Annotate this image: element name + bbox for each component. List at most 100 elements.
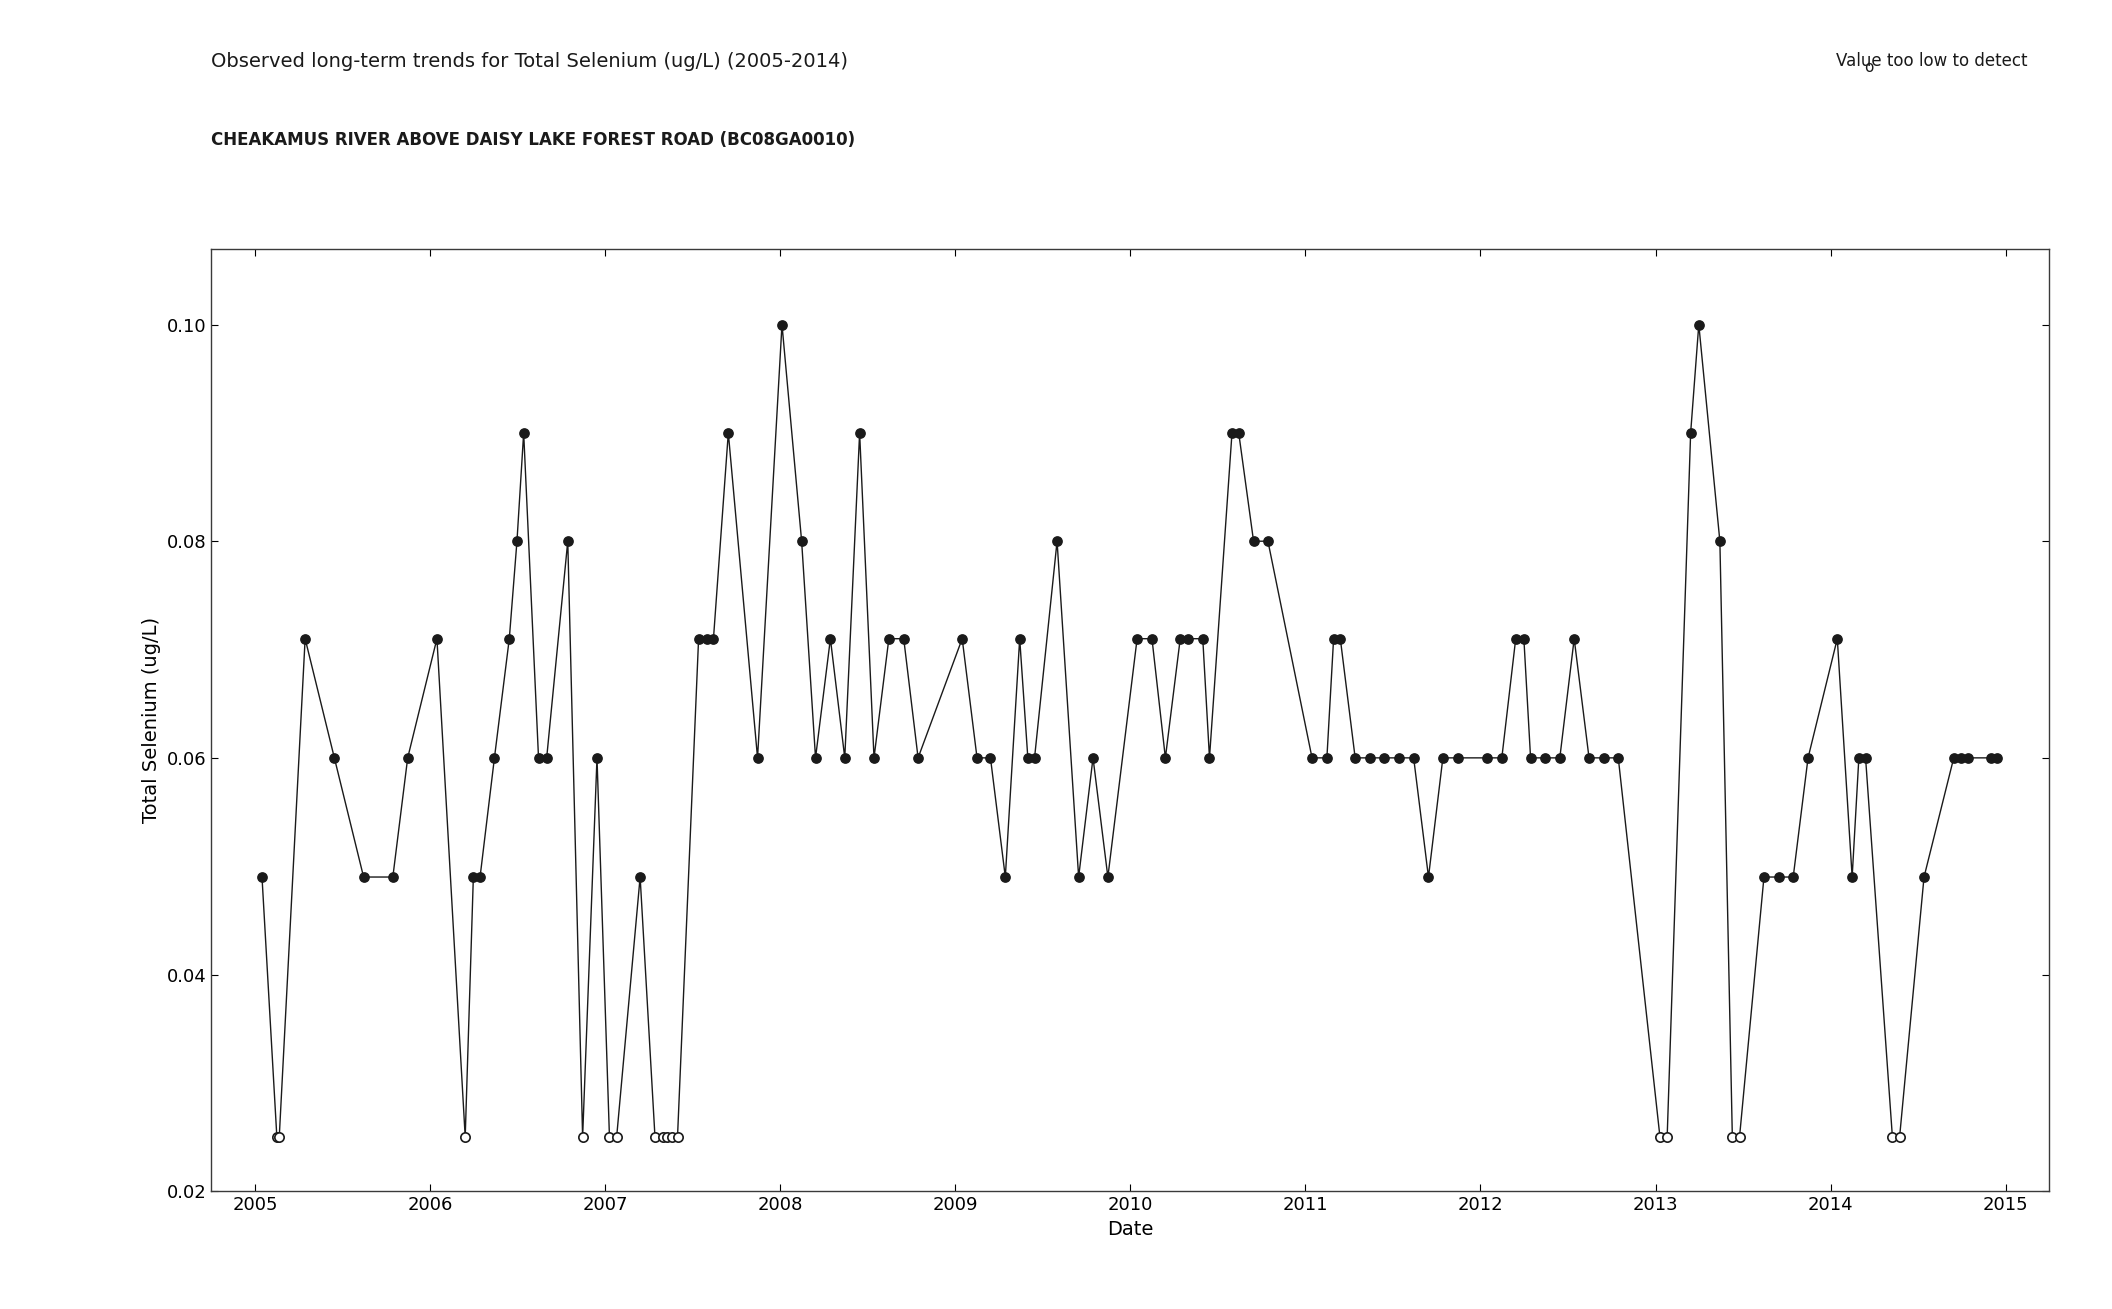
Point (786, 530, 819, 551)
Point (988, 867, 1022, 888)
Point (260, 1127, 294, 1148)
Point (1309, 747, 1343, 768)
Y-axis label: Total Selenium (ug/L): Total Selenium (ug/L) (142, 617, 161, 823)
Point (566, 1127, 600, 1148)
Point (346, 867, 380, 888)
Point (902, 747, 936, 768)
Point (843, 423, 876, 444)
Point (1193, 747, 1227, 768)
Point (456, 867, 490, 888)
Point (1842, 747, 1875, 768)
Point (1702, 530, 1736, 551)
Point (1571, 747, 1605, 768)
Point (1975, 747, 2009, 768)
Point (741, 747, 775, 768)
Point (828, 747, 862, 768)
X-axis label: Date: Date (1107, 1220, 1153, 1238)
Point (1508, 628, 1542, 649)
Point (1791, 747, 1825, 768)
Point (551, 530, 585, 551)
Point (1426, 747, 1459, 768)
Point (1681, 314, 1715, 335)
Point (1529, 747, 1563, 768)
Point (1062, 867, 1096, 888)
Point (682, 628, 716, 649)
Point (1352, 747, 1385, 768)
Point (1134, 628, 1168, 649)
Point (1470, 747, 1504, 768)
Point (857, 747, 891, 768)
Point (1250, 530, 1284, 551)
Point (946, 628, 980, 649)
Point (813, 628, 847, 649)
Point (961, 747, 995, 768)
Point (1366, 747, 1400, 768)
Point (1835, 867, 1869, 888)
Point (1821, 628, 1854, 649)
Point (661, 1127, 695, 1148)
Point (1119, 628, 1153, 649)
Point (1003, 628, 1037, 649)
Point (1981, 747, 2015, 768)
Point (1092, 867, 1126, 888)
Point (1324, 628, 1358, 649)
Point (1170, 628, 1204, 649)
Point (1945, 747, 1979, 768)
Point (1316, 628, 1350, 649)
Point (1185, 628, 1219, 649)
Point (287, 628, 321, 649)
Point (1077, 747, 1111, 768)
Point (530, 747, 564, 768)
Point (600, 1127, 634, 1148)
Point (1776, 867, 1810, 888)
Point (1951, 747, 1985, 768)
Text: o: o (1865, 60, 1873, 75)
Point (691, 628, 724, 649)
Point (501, 530, 534, 551)
Point (1041, 530, 1075, 551)
Point (655, 1127, 689, 1148)
Point (1649, 1127, 1683, 1148)
Point (522, 747, 555, 768)
Point (1164, 628, 1198, 649)
Point (1544, 747, 1578, 768)
Point (1339, 747, 1373, 768)
Point (376, 867, 410, 888)
Point (1396, 747, 1430, 768)
Text: Value too low to detect: Value too low to detect (1835, 52, 2028, 71)
Point (1514, 747, 1548, 768)
Point (646, 1127, 680, 1148)
Point (1937, 747, 1970, 768)
Point (262, 1127, 296, 1148)
Point (1485, 747, 1519, 768)
Point (1295, 747, 1328, 768)
Point (1586, 747, 1620, 768)
Point (317, 747, 351, 768)
Point (974, 747, 1007, 768)
Point (593, 1127, 627, 1148)
Point (1643, 1127, 1677, 1148)
Point (477, 747, 511, 768)
Point (1673, 423, 1706, 444)
Point (1761, 867, 1795, 888)
Point (1848, 747, 1882, 768)
Point (1875, 1127, 1909, 1148)
Point (1018, 747, 1052, 768)
Point (463, 867, 496, 888)
Point (581, 747, 615, 768)
Point (1557, 628, 1590, 649)
Point (1882, 1127, 1916, 1148)
Point (1601, 747, 1635, 768)
Point (765, 314, 798, 335)
Point (1907, 867, 1941, 888)
Point (887, 628, 921, 649)
Point (697, 628, 731, 649)
Point (1381, 747, 1415, 768)
Point (1723, 1127, 1757, 1148)
Point (1214, 423, 1248, 444)
Point (1440, 747, 1474, 768)
Point (1411, 867, 1445, 888)
Point (1149, 747, 1183, 768)
Point (712, 423, 746, 444)
Text: CHEAKAMUS RIVER ABOVE DAISY LAKE FOREST ROAD (BC08GA0010): CHEAKAMUS RIVER ABOVE DAISY LAKE FOREST … (211, 131, 855, 149)
